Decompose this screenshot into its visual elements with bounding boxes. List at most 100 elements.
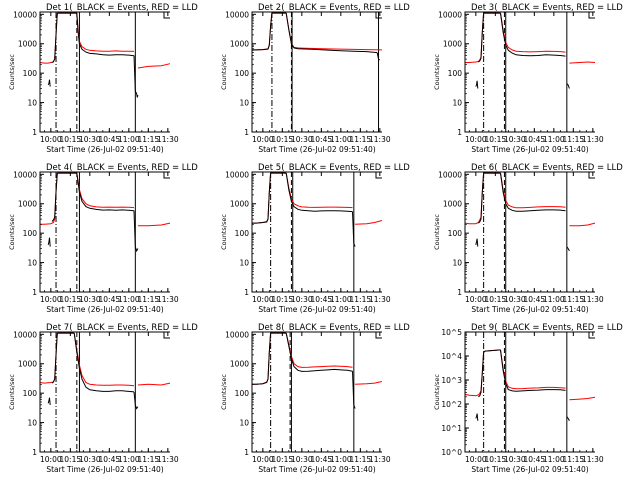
series-line-lld xyxy=(500,173,566,209)
x-tick-label: 10:15 xyxy=(272,295,294,304)
event-markers xyxy=(55,12,136,132)
axes-frame xyxy=(464,171,595,293)
x-tick-label: 11:00 xyxy=(543,455,565,464)
series-line-events xyxy=(76,173,135,212)
event-markers xyxy=(483,172,568,292)
x-tick-label: 10:15 xyxy=(485,135,507,144)
x-tick-label: 10:15 xyxy=(60,135,82,144)
series-line-events xyxy=(475,80,479,89)
x-tick-label: 10:30 xyxy=(504,295,526,304)
x-tick-label: 11:30 xyxy=(582,135,604,144)
x-tick-label: 10:30 xyxy=(291,295,313,304)
y-axis-label: Counts/sec xyxy=(433,214,441,250)
y-tick-label: 10 xyxy=(27,99,37,108)
y-tick-label: 1000 xyxy=(18,200,37,209)
panel-title: Det 4(_BLACK = Events, RED = LLD xyxy=(46,163,198,173)
series-line-events xyxy=(475,238,479,247)
legend-box xyxy=(375,172,382,179)
x-tick-label: 11:15 xyxy=(138,455,160,464)
panel-title: Det 6(_BLACK = Events, RED = LLD xyxy=(471,163,623,173)
event-markers xyxy=(55,332,136,452)
event-markers xyxy=(270,172,355,292)
x-tick-label: 10:45 xyxy=(524,295,546,304)
y-tick-label: 10000 xyxy=(13,330,37,339)
panel-title: Det 1(_BLACK = Events, RED = LLD xyxy=(46,3,198,13)
series-line-events xyxy=(500,13,566,57)
y-tick-label: 100 xyxy=(235,229,250,238)
y-tick-label: 10000 xyxy=(438,170,462,179)
x-tick-label: 11:15 xyxy=(138,135,160,144)
series-lld xyxy=(252,172,383,225)
series-events xyxy=(252,332,356,409)
legend-box xyxy=(163,332,170,339)
detector-panel-9: Det 9(_BLACK = Events, RED = LLD10:0010:… xyxy=(433,323,623,474)
x-tick-label: 10:00 xyxy=(40,135,62,144)
axes-frame xyxy=(39,11,170,133)
x-tick-label: 11:00 xyxy=(118,295,140,304)
y-tick-label: 1000 xyxy=(230,360,249,369)
series-events xyxy=(475,172,570,252)
x-tick-label: 10:45 xyxy=(99,455,121,464)
axes-frame xyxy=(251,11,382,133)
x-tick-label: 11:30 xyxy=(369,295,391,304)
x-tick-label: 10:00 xyxy=(465,135,487,144)
series-lld xyxy=(252,332,383,385)
y-tick-label: 10^1 xyxy=(441,424,462,433)
x-tick-label: 11:30 xyxy=(369,455,391,464)
y-tick-label: 1000 xyxy=(443,200,462,209)
panel-title: Det 3(_BLACK = Events, RED = LLD xyxy=(471,3,623,13)
y-tick-label: 10 xyxy=(452,99,462,108)
axes-frame xyxy=(251,331,382,453)
y-tick-label: 10000 xyxy=(225,10,249,19)
x-tick-label: 10:00 xyxy=(252,295,274,304)
x-tick-label: 10:45 xyxy=(311,295,333,304)
x-tick-label: 10:30 xyxy=(79,455,101,464)
detector-panel-4: Det 4(_BLACK = Events, RED = LLD10:0010:… xyxy=(8,163,198,314)
x-tick-label: 10:45 xyxy=(524,135,546,144)
series-line-events xyxy=(47,79,51,87)
x-tick-label: 11:30 xyxy=(157,295,179,304)
x-tick-label: 10:15 xyxy=(60,455,82,464)
series-line-events xyxy=(51,13,58,63)
series-lld xyxy=(465,349,596,401)
series-line-events xyxy=(566,246,570,252)
y-axis-label: Counts/sec xyxy=(8,214,16,250)
y-tick-label: 100 xyxy=(235,69,250,78)
y-tick-label: 10 xyxy=(239,99,249,108)
legend-box xyxy=(163,12,170,19)
y-tick-label: 1000 xyxy=(443,40,462,49)
y-tick-label: 10^4 xyxy=(441,352,462,361)
panel-title: Det 2(_BLACK = Events, RED = LLD xyxy=(258,3,410,13)
series-line-events xyxy=(475,413,479,421)
series-line-events xyxy=(478,173,485,224)
series-line-events xyxy=(285,13,378,54)
series-events xyxy=(475,349,570,422)
axes-frame xyxy=(39,171,170,293)
y-tick-label: 10 xyxy=(27,419,37,428)
legend-box xyxy=(588,172,595,179)
x-tick-label: 10:30 xyxy=(504,455,526,464)
y-tick-label: 10 xyxy=(239,259,249,268)
x-tick-label: 10:30 xyxy=(291,455,313,464)
y-tick-label: 100 xyxy=(23,229,38,238)
event-markers xyxy=(483,12,568,132)
x-axis-label: Start Time (26-Jul-02 09:51:40) xyxy=(258,465,375,474)
y-axis-label: Counts/sec xyxy=(220,54,228,90)
legend-box xyxy=(375,12,382,19)
x-tick-label: 11:15 xyxy=(350,455,372,464)
legend-box xyxy=(588,332,595,339)
x-tick-label: 10:45 xyxy=(311,135,333,144)
x-tick-label: 10:45 xyxy=(99,135,121,144)
y-axis-label: Counts/sec xyxy=(433,54,441,90)
series-line-events xyxy=(51,173,58,222)
series-line-lld xyxy=(500,349,566,390)
x-tick-label: 10:45 xyxy=(99,295,121,304)
series-line-events xyxy=(73,333,135,393)
event-markers xyxy=(271,12,380,132)
detector-panel-2: Det 2(_BLACK = Events, RED = LLD10:0010:… xyxy=(220,3,410,154)
x-tick-label: 11:00 xyxy=(543,295,565,304)
series-line-events xyxy=(47,237,51,247)
y-tick-label: 1 xyxy=(457,288,462,297)
axes-frame xyxy=(251,171,382,293)
series-line-lld xyxy=(137,63,171,69)
